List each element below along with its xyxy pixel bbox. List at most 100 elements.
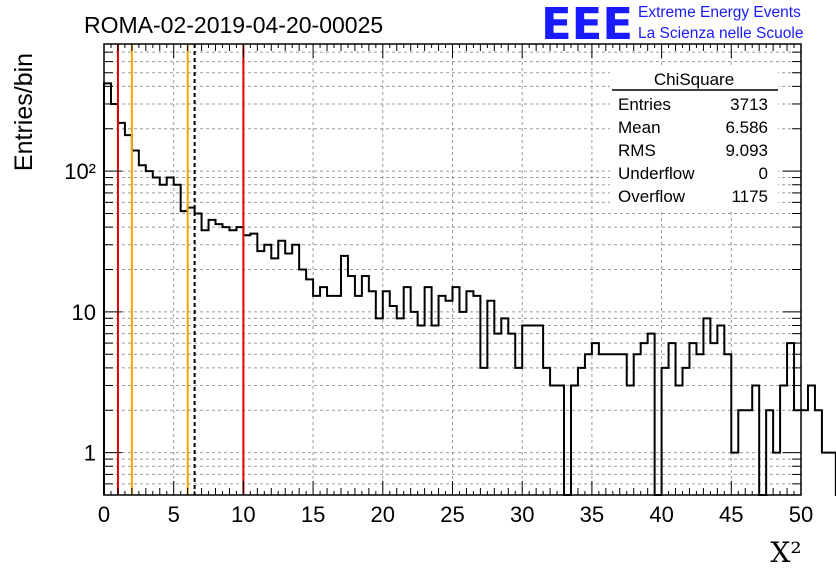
histogram-bin [390,306,397,495]
histogram-bin [543,368,550,495]
histogram-bin [153,178,160,495]
y-tick-label: 10 [72,300,96,325]
stats-value: 3713 [730,95,768,114]
histogram-bin [146,171,153,495]
y-tick-label: 1 [84,441,96,466]
histogram-bin [773,453,780,495]
histogram-bin [425,287,432,495]
stats-label: RMS [618,141,656,160]
histogram-bin [689,343,696,495]
histogram-bin [683,368,690,495]
histogram-bin [397,318,404,495]
histogram-bin [250,234,257,495]
histogram-bin [118,123,125,495]
axes: 0 5 10 15 20 25 30 35 40 45 50 1 10 10² [64,43,813,527]
eee-logo-mark: EEE [541,0,633,50]
histogram-bin [648,334,655,495]
eee-logo-line2: La Scienza nelle Scuole [638,25,803,42]
histogram-bin [439,296,446,495]
stats-label: Mean [618,118,661,137]
histogram-bin [466,291,473,495]
histogram-bin [320,287,327,495]
histogram [103,82,836,496]
x-tick-label: 0 [98,502,110,527]
histogram-bin [592,343,599,495]
eee-logo-line1: Extreme Energy Events [638,4,801,21]
x-tick-label: 10 [231,502,255,527]
histogram-bin [571,385,578,495]
histogram-bin [578,368,585,495]
histogram-bin [801,410,808,495]
histogram-bin [195,213,202,495]
histogram-bin [327,296,334,495]
histogram-bin [745,410,752,495]
histogram-bin [557,385,564,495]
histogram-bin [104,83,111,495]
histogram-bin [822,453,829,495]
x-tick-label: 40 [649,502,673,527]
histogram-bin [446,301,453,495]
eee-logo: EEE Extreme Energy Events La Scienza nel… [541,0,803,50]
histogram-bin [432,326,439,495]
histogram-bin [724,354,731,495]
histogram-bin [404,287,411,495]
histogram-bin [752,385,759,495]
histogram-bin [418,326,425,495]
histogram-bin [209,220,216,495]
histogram-bin [292,245,299,495]
histogram-bin [606,354,613,495]
x-tick-label: 30 [510,502,534,527]
histogram-bin [508,334,515,495]
histogram-bin [139,165,146,495]
histogram-bin [613,354,620,495]
histogram-bin [515,368,522,495]
histogram-bin [731,453,738,495]
x-tick-label: 25 [440,502,464,527]
stats-title: ChiSquare [654,70,734,89]
histogram-bin [662,368,669,495]
histogram-bin [453,287,460,495]
histogram-bin [167,178,174,495]
histogram-bin [669,343,676,495]
stats-label: Entries [618,95,671,114]
histogram-bin [188,208,195,495]
histogram-bin [243,235,250,495]
histogram-bin [376,318,383,495]
histogram-bin [620,354,627,495]
chart-title: ROMA-02-2019-04-20-00025 [84,12,383,38]
histogram-bin [710,343,717,495]
histogram-bin [271,258,278,495]
histogram-bin [717,326,724,495]
stats-value: 9.093 [725,141,768,160]
stats-label: Overflow [618,187,686,206]
histogram-bin [125,135,132,495]
histogram-bin [641,343,648,495]
histogram-outline [103,82,836,496]
histogram-bin [160,185,167,495]
histogram-bin [473,296,480,495]
histogram-bin [334,296,341,495]
y-axis-label: Entries/bin [10,53,38,171]
histogram-bin [550,385,557,495]
x-tick-label: 5 [168,502,180,527]
stats-value: 6.586 [725,118,768,137]
histogram-bin [501,318,508,495]
histogram-bin [285,253,292,495]
histogram-bin [181,211,188,495]
histogram-bin [585,354,592,495]
x-tick-label: 50 [789,502,813,527]
histogram-bin [362,276,369,495]
stats-box-background [610,68,778,210]
histogram-bin [369,291,376,495]
histogram-bin [257,251,264,495]
histogram-bin [355,296,362,495]
histogram-bin [634,354,641,495]
stats-box: ChiSquare Entries 3713 Mean 6.586 RMS 9.… [610,68,778,210]
histogram-bin [222,227,229,495]
histogram-bin [766,410,773,495]
histogram-bin [676,385,683,495]
histogram-bin [236,227,243,495]
histogram-bin [487,301,494,495]
histogram-bin [536,326,543,495]
